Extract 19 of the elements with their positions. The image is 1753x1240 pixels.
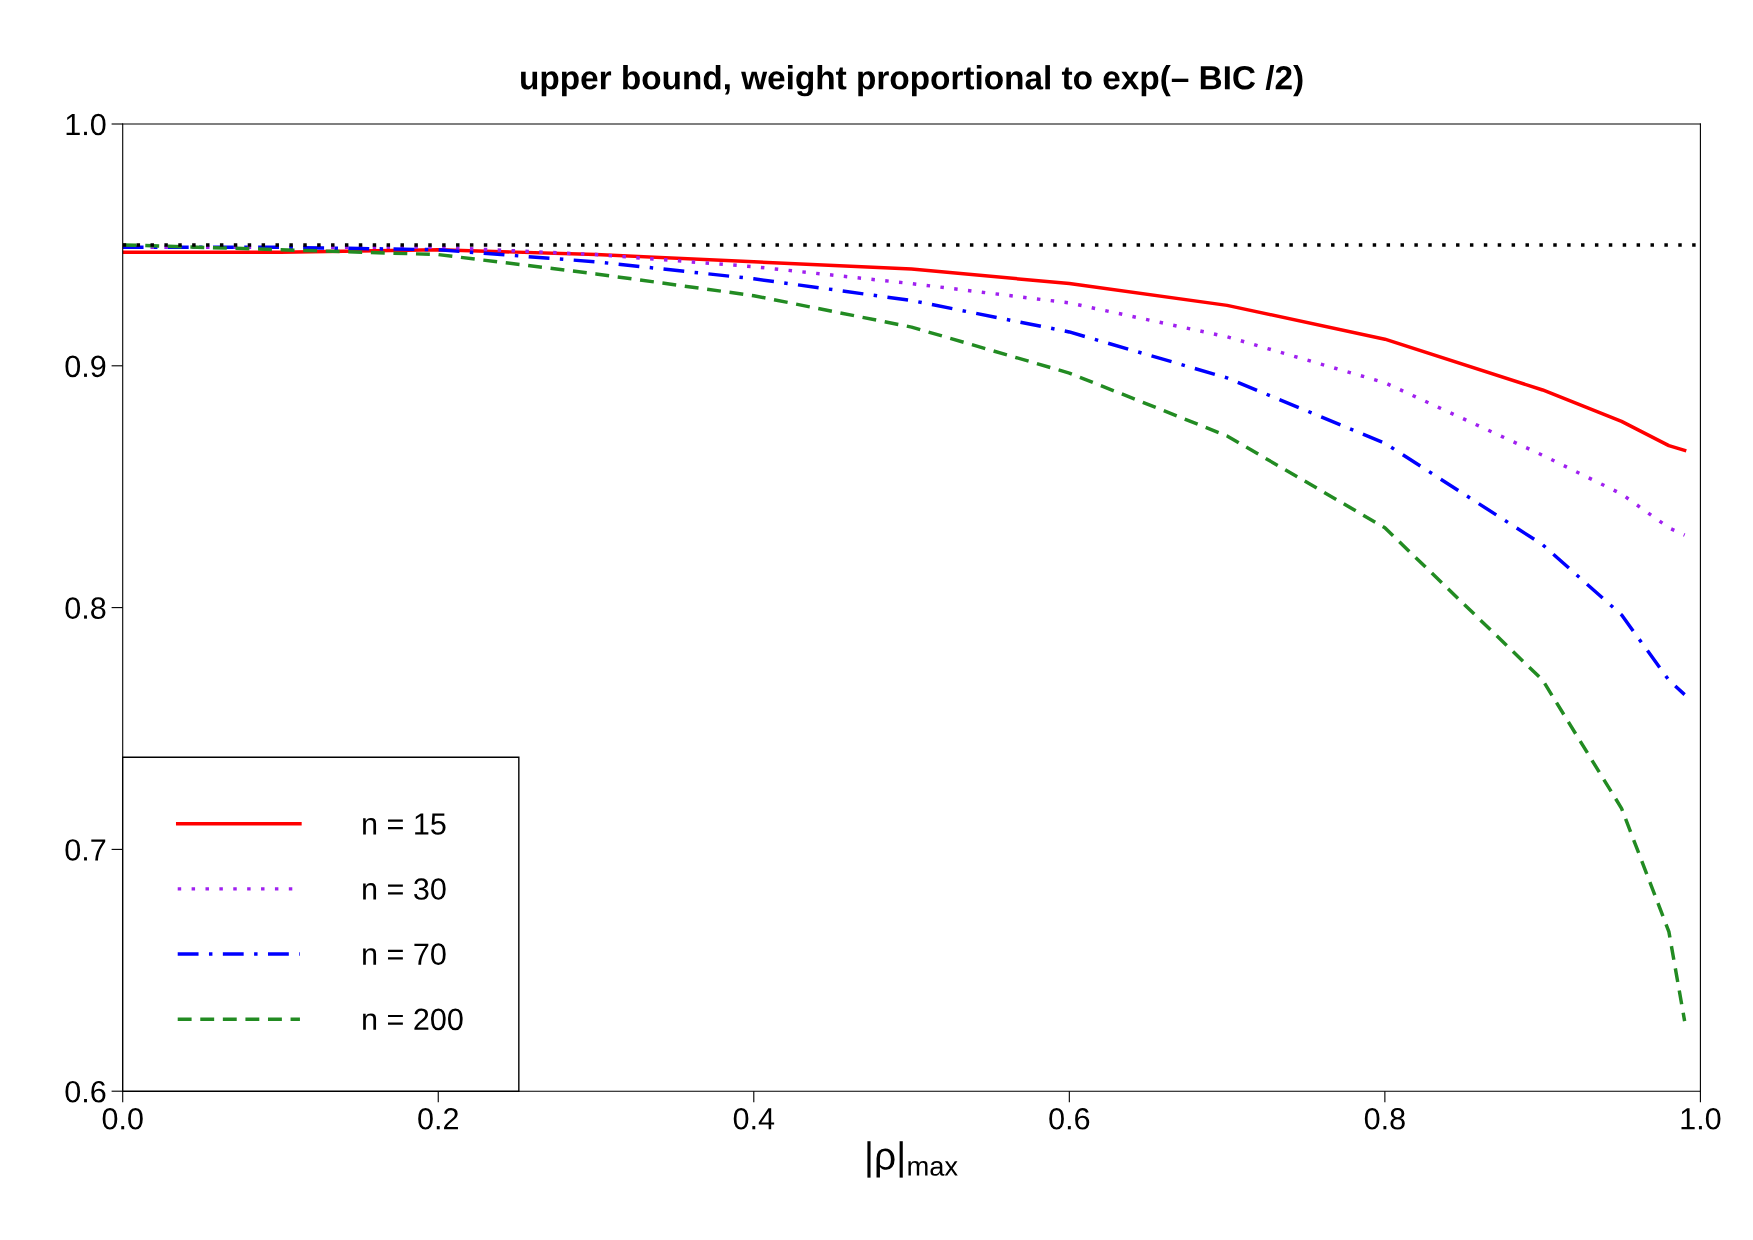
x-tick-label: 0.4 — [733, 1107, 775, 1130]
x-tick-label: 1.0 — [1681, 1107, 1721, 1130]
y-tick-label: 0.9 — [65, 355, 106, 378]
y-tick-label: 1.0 — [66, 113, 106, 136]
y-tick-label: 0.6 — [65, 1080, 106, 1103]
x-axis-title: |ρ|$_{max}$ — [867, 1141, 958, 1178]
x-tick-label: 0.6 — [1049, 1107, 1090, 1130]
line-series — [122, 248, 1687, 453]
x-tick-label: 0.8 — [1364, 1107, 1405, 1130]
legend-label: n = 70 — [363, 943, 446, 966]
legend-label: n = 15 — [363, 813, 446, 835]
legend-label: n = 30 — [363, 878, 446, 900]
chart-title: upper bound, weight proportional to exp(– BIC /2) — [521, 65, 1303, 97]
y-tick-label: 0.7 — [65, 839, 106, 861]
y-tick-label: 0.8 — [65, 597, 106, 619]
x-tick-label: 0.0 — [102, 1107, 143, 1130]
line-series — [122, 245, 1687, 697]
x-tick-label: 0.2 — [418, 1107, 458, 1130]
legend-label: n = 200 — [363, 1008, 463, 1031]
